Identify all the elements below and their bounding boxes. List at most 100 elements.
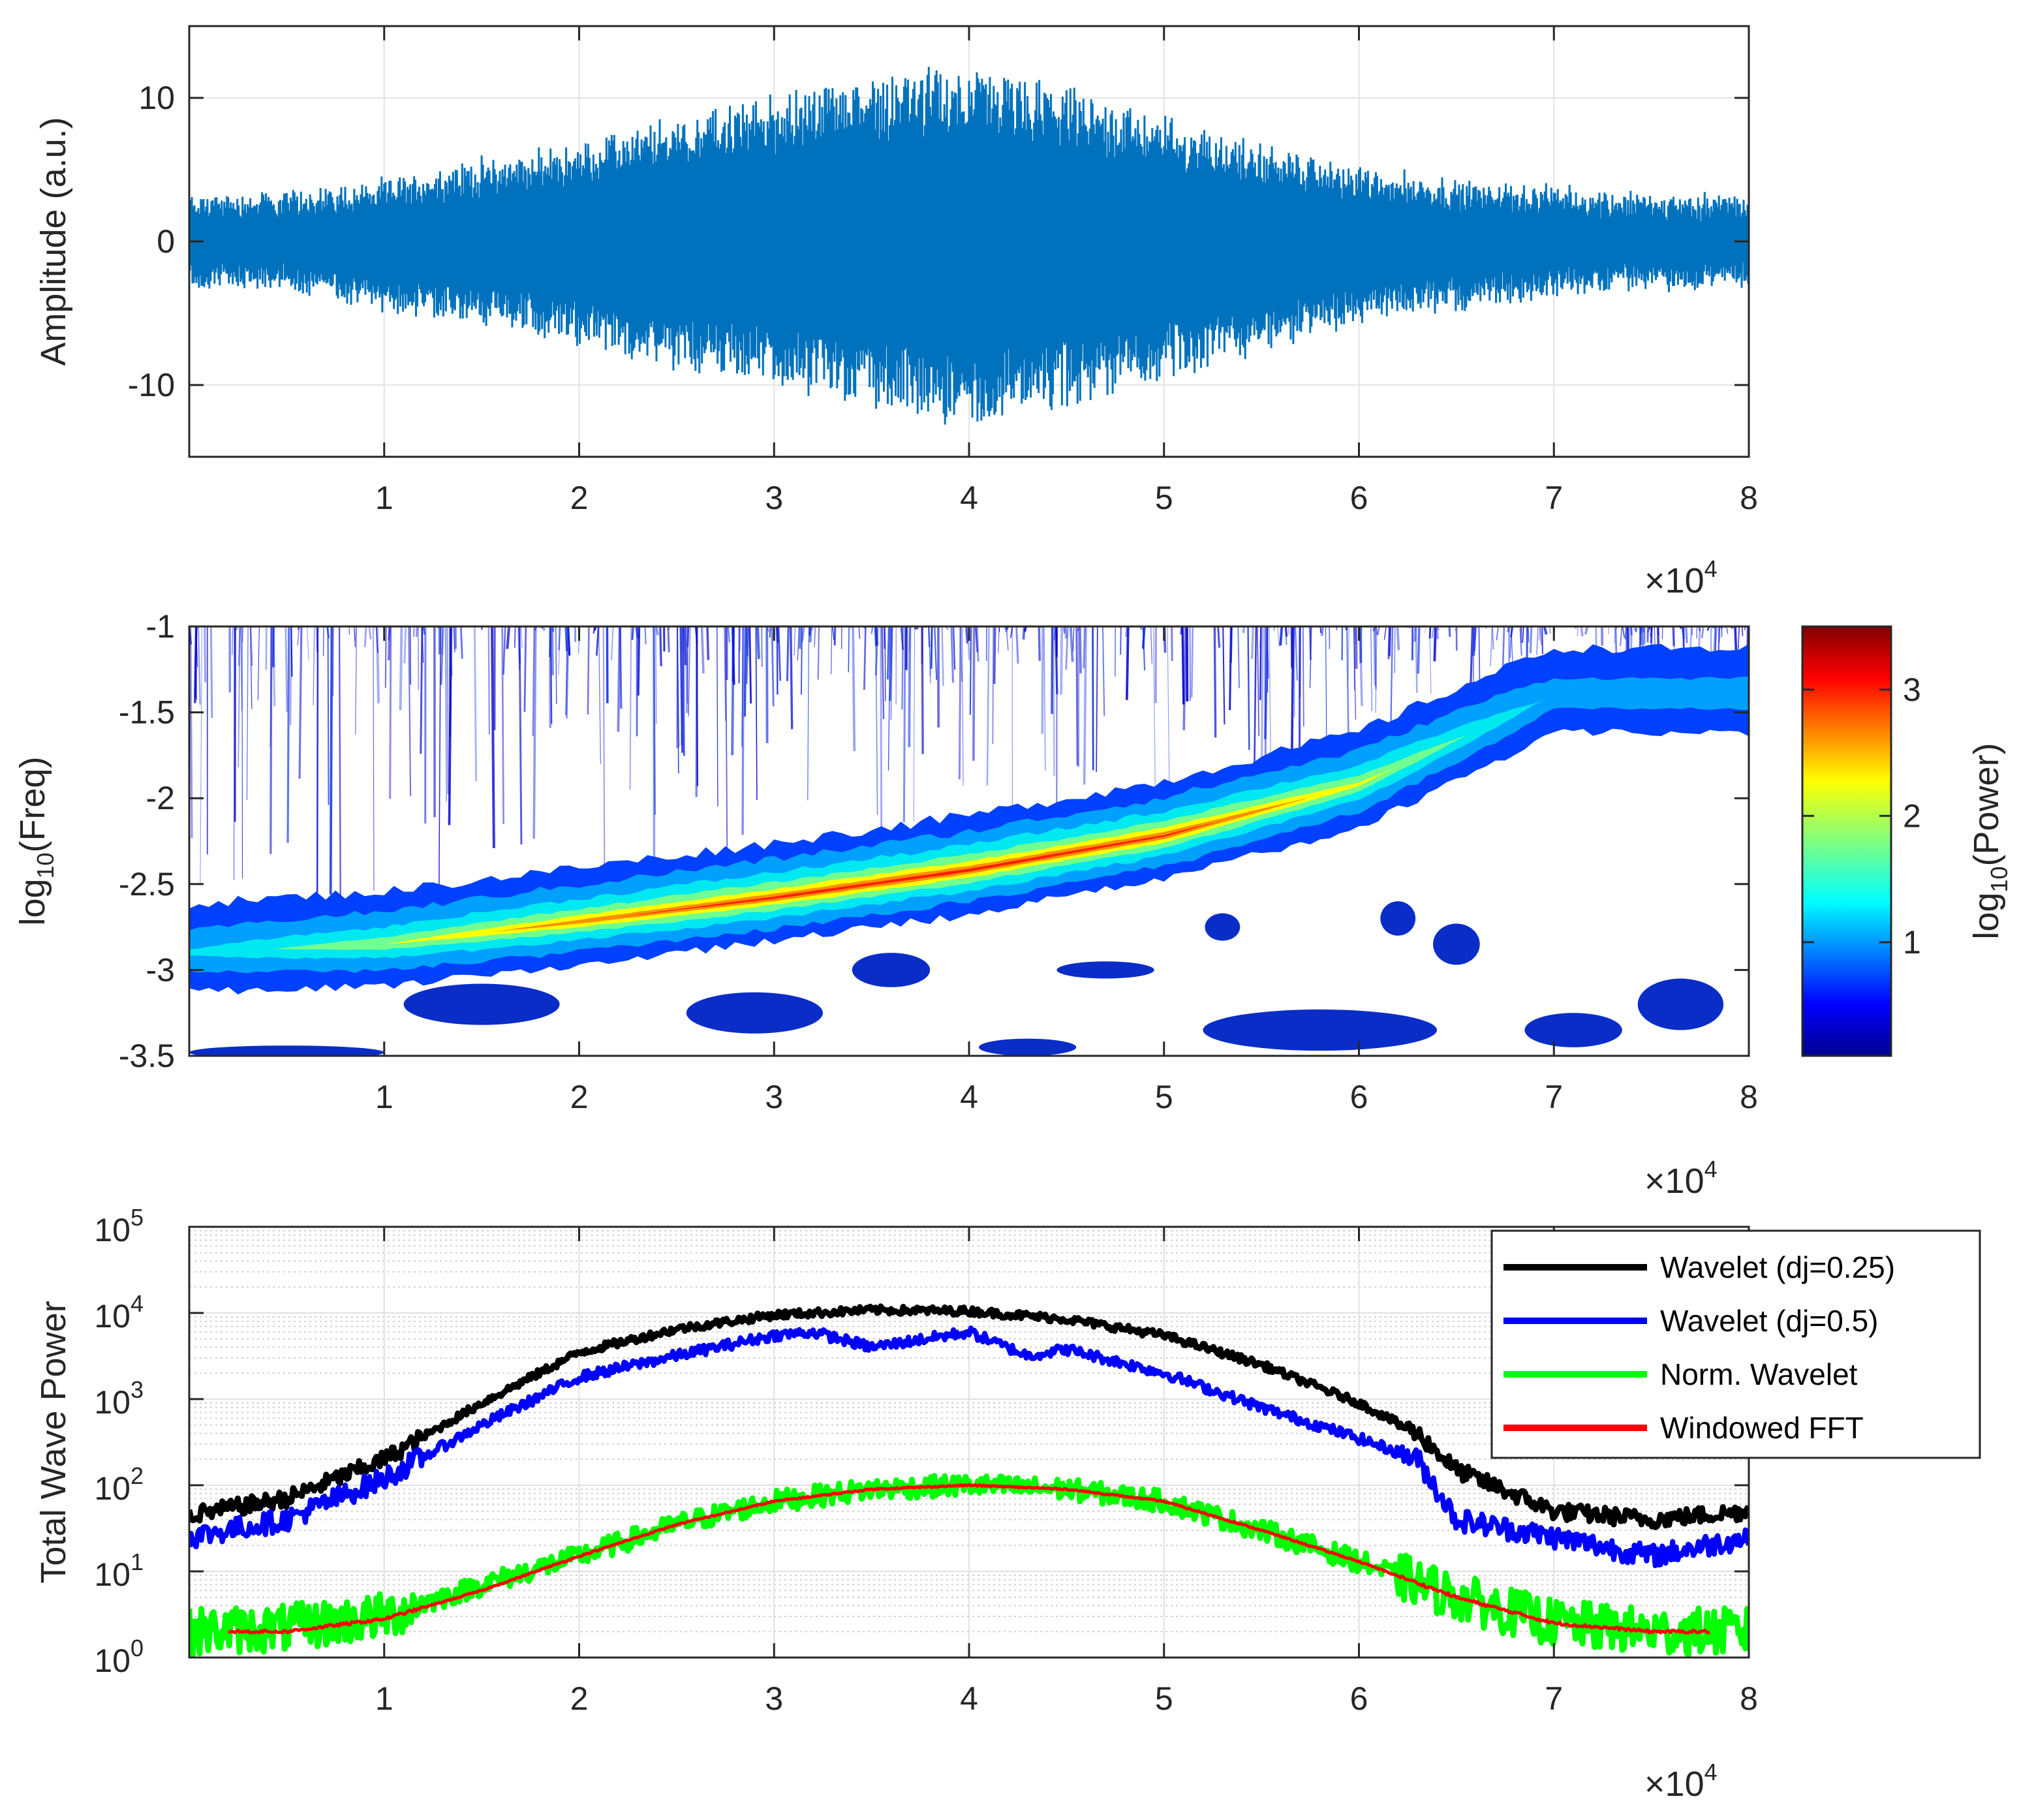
noise-streak [1650, 626, 1653, 643]
noise-streak [1661, 626, 1663, 640]
noise-streak [1287, 626, 1290, 635]
panel-3-wave-power: 1 2 3 4 5 6 7 8 100 101 102 103 104 105 Total Wave P… [34, 1204, 1981, 1804]
noise-streak [1354, 626, 1357, 645]
x-tick-label: 1 [375, 1680, 393, 1717]
panel-1-x-exponent: ×104 [1644, 555, 1718, 600]
noise-streak [1242, 626, 1246, 634]
noise-streak [908, 626, 912, 747]
y-tick-label: -2 [146, 780, 175, 816]
legend-label: Windowed FFT [1660, 1411, 1864, 1445]
noise-streak [387, 626, 391, 661]
noise-streak [993, 626, 996, 685]
noise-streak [1541, 626, 1544, 655]
noise-streak [587, 626, 590, 715]
noise-streak [1309, 626, 1312, 688]
noise-streak [403, 626, 407, 664]
noise-streak [1065, 626, 1069, 670]
noise-streak [444, 626, 447, 802]
x-tick-label: 2 [570, 1079, 589, 1115]
noise-streak [286, 626, 290, 843]
noise-streak [961, 626, 964, 786]
noise-streak [1150, 626, 1153, 664]
noise-streak [241, 626, 243, 879]
noise-streak [696, 626, 699, 786]
noise-streak [888, 626, 893, 701]
noise-streak [755, 626, 758, 800]
noise-streak [659, 626, 662, 666]
noise-streak [1181, 626, 1185, 705]
noise-streak [338, 626, 341, 901]
noise-streak [966, 626, 971, 660]
noise-streak [1383, 626, 1387, 640]
noise-streak [890, 626, 893, 720]
noise-streak [272, 626, 276, 707]
y-tick-label: 101 [94, 1549, 144, 1593]
panel-1-x-ticks: 1 2 3 4 5 6 7 8 [375, 26, 1758, 516]
noise-streak [1519, 626, 1522, 656]
y-tick-label: 103 [94, 1376, 144, 1421]
noise-streak [514, 626, 516, 648]
x-tick-label: 6 [1350, 1079, 1368, 1115]
noise-streak [506, 626, 511, 649]
noise-streak [1190, 626, 1194, 698]
noise-streak [1259, 626, 1261, 649]
spectrogram-noise-streaks [189, 626, 1749, 929]
panel-1-amplitude: 1 2 3 4 5 6 7 8 -10 0 10 Amplitude (a.u.) ×104 [34, 25, 1758, 600]
y-tick-label: 105 [94, 1204, 144, 1248]
x-tick-label: 4 [960, 1680, 978, 1717]
noise-streak [706, 626, 710, 660]
noise-streak [871, 626, 874, 634]
noise-streak [518, 626, 523, 844]
noise-streak [1152, 626, 1156, 788]
noise-streak [1237, 626, 1241, 688]
noise-streak [1053, 626, 1055, 777]
x-tick-label: 8 [1740, 1680, 1758, 1717]
noise-streak [1217, 626, 1221, 648]
noise-streak [189, 626, 193, 839]
legend-label: Norm. Wavelet [1660, 1357, 1858, 1391]
colorbar: 1 2 3 log10(Power) [1801, 625, 2012, 1057]
noise-streak [934, 626, 938, 680]
noise-streak [998, 626, 1000, 653]
noise-streak [1522, 626, 1524, 643]
noise-streak [1290, 626, 1293, 669]
noise-streak [1213, 626, 1217, 738]
noise-streak [863, 626, 867, 690]
noise-streak [941, 626, 944, 686]
noise-streak [1261, 626, 1264, 767]
panel-2-y-ticks: -3.5 -3 -2.5 -2 -1.5 -1 [119, 608, 1749, 1074]
noise-streak [881, 626, 885, 720]
noise-streak [950, 626, 955, 683]
noise-streak [908, 626, 912, 651]
noise-streak [1041, 626, 1044, 734]
noise-streak [1015, 626, 1019, 664]
legend-label: Wavelet (dj=0.5) [1660, 1304, 1879, 1338]
noise-streak [1259, 626, 1262, 700]
colorbar-tick-label: 1 [1903, 924, 1921, 961]
low-freq-blob [1205, 913, 1241, 941]
low-freq-blob [1056, 961, 1154, 979]
noise-streak [883, 626, 886, 649]
x-tick-label: 5 [1155, 480, 1173, 516]
noise-streak [1470, 626, 1474, 685]
noise-streak [523, 626, 527, 712]
noise-streak [565, 626, 568, 716]
noise-streak [1060, 626, 1064, 695]
noise-streak [204, 626, 207, 683]
noise-streak [1125, 626, 1128, 638]
noise-streak [1269, 626, 1271, 753]
noise-streak [1120, 626, 1122, 655]
noise-streak [929, 626, 932, 676]
noise-streak [1295, 626, 1298, 681]
noise-streak [769, 626, 771, 638]
panel-3-x-ticks: 1 2 3 4 5 6 7 8 [375, 1227, 1758, 1717]
noise-streak [446, 626, 450, 795]
noise-streak [1267, 626, 1269, 693]
noise-streak [1010, 626, 1013, 638]
noise-streak [975, 626, 978, 653]
panel-3-series [189, 1303, 1749, 1658]
noise-streak [727, 626, 731, 643]
noise-streak [1375, 626, 1378, 713]
noise-streak [644, 626, 647, 645]
